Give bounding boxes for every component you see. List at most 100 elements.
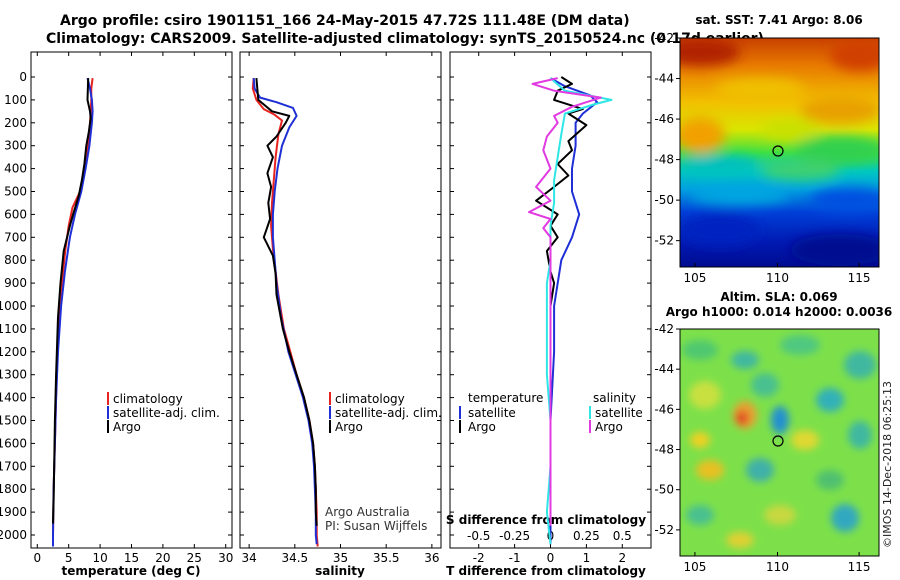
depth-tick-label: 1600: [0, 436, 27, 450]
x-tick-label: -1: [509, 551, 521, 565]
difference-legend-salinity: salinity satellite Argo: [589, 391, 643, 434]
depth-tick-label: 400: [4, 162, 27, 176]
x-tick-label: 35.5: [373, 551, 400, 565]
map-x-tick-label: 110: [766, 560, 789, 574]
difference-top-xlabel: S difference from climatology: [446, 513, 646, 527]
sla-map-image: [680, 329, 879, 556]
sst-map-image: [680, 38, 879, 267]
depth-tick-label: 700: [4, 230, 27, 244]
temperature-xlabel: temperature (deg C): [62, 564, 201, 578]
temperature-x-axis: 0 5 10 15 20 25 30: [33, 52, 233, 565]
map-y-tick-label: -48: [654, 153, 674, 167]
sla-argo-location-marker: [772, 435, 784, 447]
salinity-diff-tick-label: -0.25: [499, 529, 530, 543]
title-line-2: Climatology: CARS2009. Satellite-adjuste…: [46, 31, 764, 47]
sst-map-title: sat. SST: 7.41 Argo: 8.06: [695, 13, 862, 27]
x-tick-label: -2: [473, 551, 485, 565]
depth-tick-label: 1500: [0, 414, 27, 428]
salinity-diff-tick-label: -0.5: [467, 529, 490, 543]
x-tick-label: 34: [241, 551, 256, 565]
salinity-legend: climatology satellite-adj. clim. Argo: [329, 392, 442, 434]
depth-tick-label: 1200: [0, 345, 27, 359]
depth-tick-label: 600: [4, 207, 27, 221]
x-tick-label: 0: [547, 551, 555, 565]
x-tick-label: 20: [155, 551, 170, 565]
x-tick-label: 25: [187, 551, 202, 565]
series-line-temperature-argo: [535, 76, 588, 526]
series-line-satellite-adj--clim-: [252, 78, 318, 545]
depth-tick-label: 2000: [0, 528, 27, 542]
difference-xlabel: T difference from climatology: [446, 564, 646, 578]
legend-label-t-argo: Argo: [468, 420, 496, 434]
map-x-tick-label: 110: [766, 271, 789, 285]
depth-tick-label: 800: [4, 253, 27, 267]
annotation-pi: PI: Susan Wijffels: [325, 519, 427, 533]
depth-tick-label: 1800: [0, 482, 27, 496]
legend-label-argo: Argo: [335, 420, 363, 434]
legend-label-s-argo: Argo: [595, 420, 623, 434]
legend-label-argo: Argo: [113, 420, 141, 434]
x-tick-label: 34.5: [281, 551, 308, 565]
x-tick-label: 10: [92, 551, 107, 565]
map-y-tick-label: -44: [654, 72, 674, 86]
depth-tick-label: 1100: [0, 322, 27, 336]
legend-title-temperature: temperature: [468, 391, 543, 405]
map-x-tick-label: 105: [683, 271, 706, 285]
difference-x-axis: -2 -1 0 1 2: [473, 52, 626, 565]
difference-series: [528, 76, 613, 545]
legend-label-climatology: climatology: [335, 392, 405, 406]
series-line-salinity-satellite: [545, 77, 613, 545]
map-y-tick-label: -46: [654, 402, 674, 416]
x-tick-label: 15: [124, 551, 139, 565]
map-x-tick-label: 115: [848, 271, 871, 285]
legend-label-s-satellite: satellite: [595, 406, 643, 420]
map-y-tick-label: -46: [654, 112, 674, 126]
map-y-tick-label: -44: [654, 362, 674, 376]
depth-tick-label: 1700: [0, 459, 27, 473]
depth-tick-label: 300: [4, 139, 27, 153]
depth-tick-label: 200: [4, 116, 27, 130]
annotation-argo-australia: Argo Australia: [325, 505, 410, 519]
depth-tick-label: 500: [4, 185, 27, 199]
x-tick-label: 0: [33, 551, 41, 565]
map-x-tick-label: 115: [848, 560, 871, 574]
salinity-diff-tick-label: 0.25: [573, 529, 600, 543]
series-line-salinity-argo: [528, 77, 602, 526]
sla-map-frame: [679, 328, 880, 557]
depth-axis: 0 100 200 300 400 500 600 700 800 900 1000 1100 1200…: [0, 70, 651, 542]
map-y-tick-label: -48: [654, 443, 674, 457]
sla-map-title-2: Argo h1000: 0.014 h2000: 0.0036: [666, 305, 893, 319]
legend-label-t-satellite: satellite: [468, 406, 516, 420]
x-tick-label: 5: [65, 551, 73, 565]
depth-tick-label: 900: [4, 276, 27, 290]
series-line-temperature-satellite: [549, 77, 599, 545]
sla-map-axes: -42 -44 -46 -48 -50 -52 105 110 115: [654, 322, 870, 574]
depth-tick-label: 1400: [0, 391, 27, 405]
map-y-tick-label: -50: [654, 193, 674, 207]
depth-tick-label: 0: [19, 70, 27, 84]
difference-salinity-axis: -0.5 -0.25 0 0.25 0.5: [467, 529, 632, 543]
legend-label-climatology: climatology: [113, 392, 183, 406]
x-tick-label: 35: [333, 551, 348, 565]
sst-map-axes: -42 -44 -46 -48 -50 -52 105 110 115: [654, 31, 870, 285]
map-y-tick-label: -42: [654, 322, 674, 336]
depth-tick-label: 1900: [0, 505, 27, 519]
temperature-legend: climatology satellite-adj. clim. Argo: [107, 392, 220, 434]
map-y-tick-label: -42: [654, 31, 674, 45]
map-y-tick-label: -50: [654, 483, 674, 497]
x-tick-label: 36: [424, 551, 439, 565]
series-line-argo: [52, 78, 92, 524]
map-y-tick-label: -52: [654, 523, 674, 537]
salinity-panel-frame: [239, 51, 442, 549]
series-line-climatology: [251, 78, 319, 547]
series-line-argo: [255, 78, 318, 526]
x-tick-label: 1: [583, 551, 591, 565]
depth-tick-label: 100: [4, 93, 27, 107]
temperature-series: [52, 77, 94, 547]
sst-map-frame: [679, 37, 880, 268]
x-tick-label: 30: [218, 551, 233, 565]
salinity-series: [251, 78, 319, 547]
depth-tick-label: 1000: [0, 299, 27, 313]
legend-label-satellite: satellite-adj. clim.: [113, 406, 220, 420]
